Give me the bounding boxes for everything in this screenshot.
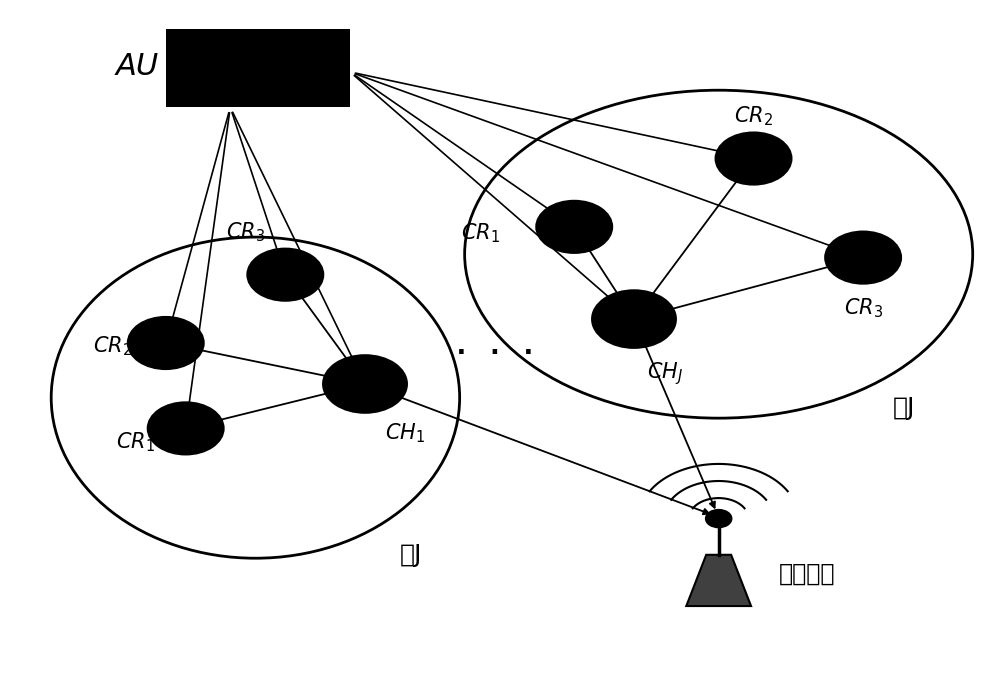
Text: $CR_3$: $CR_3$ (843, 296, 883, 320)
Circle shape (715, 132, 791, 185)
Circle shape (536, 201, 612, 253)
Circle shape (148, 403, 224, 454)
Text: . . .: . . . (453, 333, 536, 360)
Text: AU: AU (116, 52, 159, 81)
Circle shape (592, 290, 676, 348)
Circle shape (248, 249, 323, 300)
Polygon shape (686, 555, 751, 606)
Bar (166, 29, 350, 107)
Text: $CH_1$: $CH_1$ (385, 422, 426, 445)
Circle shape (128, 317, 204, 369)
Text: $CR_1$: $CR_1$ (461, 222, 500, 246)
Text: 融合中心: 融合中心 (778, 562, 835, 586)
Text: $CR_2$: $CR_2$ (93, 335, 132, 358)
Circle shape (705, 510, 731, 528)
Text: $CH_J$: $CH_J$ (647, 360, 683, 387)
Circle shape (825, 232, 901, 283)
Text: 簇J: 簇J (400, 543, 423, 567)
Text: 簇J: 簇J (893, 396, 915, 420)
Text: $CR_3$: $CR_3$ (226, 220, 265, 244)
Text: $CR_2$: $CR_2$ (734, 104, 773, 128)
Circle shape (323, 355, 407, 413)
Text: $CR_1$: $CR_1$ (116, 430, 155, 454)
